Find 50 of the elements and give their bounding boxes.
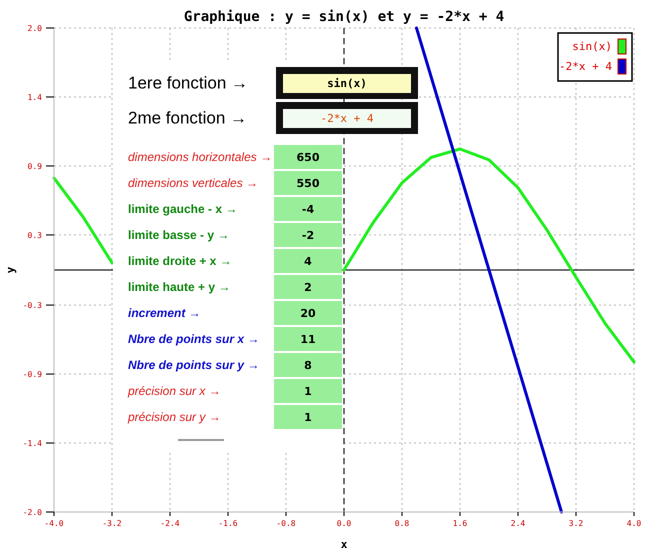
x-axis-title: x: [340, 538, 348, 551]
annotation: 650: [296, 151, 320, 164]
annotation: -4: [302, 203, 314, 216]
y-tick-label: -0.3: [22, 301, 42, 310]
annotation: 550: [296, 177, 320, 190]
annotation: 20: [300, 307, 316, 320]
annotation: -2*x + 4: [320, 112, 374, 125]
annotation: 4: [304, 255, 312, 268]
y-tick-label: 1.4: [28, 92, 42, 102]
annotation: dimensions verticales →: [128, 176, 258, 190]
x-tick-label: -0.8: [276, 519, 296, 528]
y-tick-label: -2.0: [22, 508, 42, 517]
y-tick-label: 2.0: [28, 24, 42, 33]
legend-label: -2*x + 4: [559, 60, 612, 73]
y-tick-label: 0.3: [28, 230, 42, 240]
annotation: -2: [302, 229, 314, 242]
annotation: increment →: [128, 306, 201, 320]
x-tick-label: 2.4: [510, 519, 526, 528]
annotation: dimensions horizontales →: [128, 150, 272, 164]
x-tick-label: -3.2: [102, 519, 122, 528]
y-tick-label: 0.9: [28, 162, 42, 171]
x-tick-label: 4.0: [626, 519, 642, 528]
annotation: Nbre de points sur x →: [128, 332, 260, 346]
x-tick-label: 3.2: [568, 519, 584, 528]
annotation: 1ere fonction →: [128, 74, 248, 93]
chart-title: Graphique : y = sin(x) et y = -2*x + 4: [184, 9, 504, 25]
annotation: 8: [304, 359, 312, 372]
annotation: précision sur y →: [127, 410, 221, 424]
annotation: 2: [304, 281, 312, 294]
x-tick-label: 0.0: [336, 519, 352, 528]
legend-label: sin(x): [572, 40, 612, 53]
x-tick-label: 0.8: [394, 519, 410, 528]
x-tick-label: 1.6: [452, 519, 468, 528]
x-tick-label: -2.4: [160, 519, 180, 528]
annotation: limite droite + x →: [128, 254, 232, 268]
y-tick-label: -0.9: [22, 370, 42, 380]
x-tick-label: -4.0: [44, 519, 64, 528]
annotation: 1: [304, 411, 312, 424]
annotation: limite haute + y →: [128, 280, 230, 294]
y-axis-title: y: [4, 266, 17, 274]
annotation: 11: [300, 333, 316, 346]
annotation: sin(x): [327, 77, 367, 90]
annotation: 1: [304, 385, 312, 398]
annotation: 2me fonction →: [128, 108, 248, 128]
annotation: précision sur x →: [127, 384, 221, 398]
annotation: limite basse - y →: [128, 228, 230, 242]
annotation: limite gauche - x →: [128, 202, 238, 216]
annotation: Nbre de points sur y →: [128, 358, 260, 372]
x-tick-label: -1.6: [218, 519, 238, 528]
y-tick-label: -1.4: [22, 439, 42, 448]
